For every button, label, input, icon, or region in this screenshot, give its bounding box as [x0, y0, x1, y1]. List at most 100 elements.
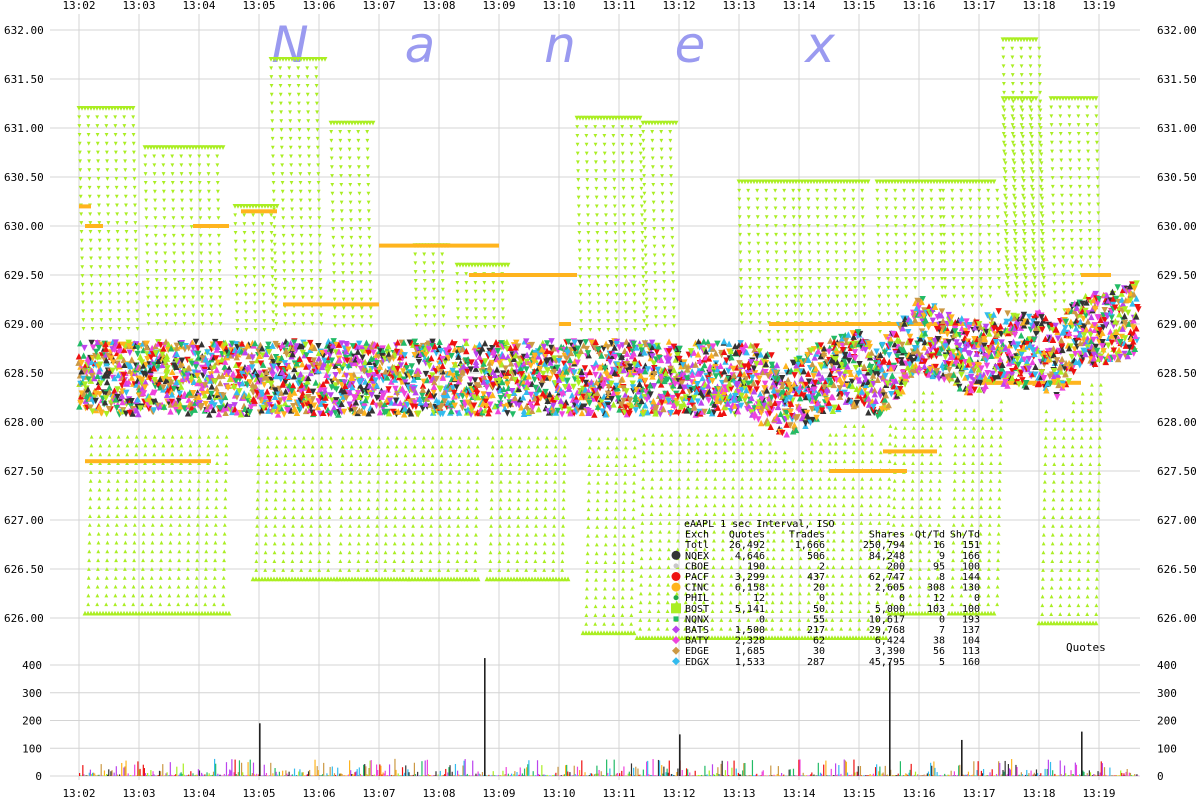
bost-ask-trace	[281, 216, 286, 221]
bost-ask-trace	[852, 232, 856, 237]
bost-ask-trace	[206, 180, 211, 185]
bost-bid-trace	[867, 582, 871, 587]
bost-ask-trace	[669, 165, 673, 170]
bost-ask-trace	[774, 232, 778, 237]
bost-bid-trace	[562, 471, 567, 475]
bost-ask-trace	[952, 285, 957, 290]
bost-bid-trace	[123, 549, 128, 554]
bost-ask-trace	[798, 268, 803, 272]
bost-bid-trace	[412, 444, 417, 449]
bost-ask-trace	[357, 165, 361, 170]
bost-bid-trace	[464, 568, 469, 572]
bost-ask-trace	[1002, 149, 1006, 154]
bost-ask-trace	[825, 241, 830, 246]
bost-ask-trace	[1003, 152, 1008, 157]
bost-bid-trace	[861, 432, 866, 437]
bost-bid-marker	[991, 610, 997, 616]
bost-bid-trace	[1077, 559, 1082, 564]
bost-ask-trace	[1078, 229, 1083, 233]
bost-ask-trace	[939, 250, 944, 255]
bost-ask-trace	[1003, 220, 1008, 224]
bost-bid-trace	[535, 479, 539, 484]
bost-bid-trace	[281, 541, 286, 546]
bost-bid-trace	[921, 399, 926, 404]
bost-ask-trace	[663, 324, 668, 328]
bost-ask-trace	[367, 262, 372, 267]
bost-ask-trace	[114, 185, 119, 190]
bost-ask-trace	[253, 327, 258, 332]
bost-ask-trace	[209, 295, 213, 300]
bost-ask-trace	[269, 83, 274, 88]
bost-bid-trace	[114, 540, 119, 545]
bost-ask-trace	[1069, 229, 1074, 233]
bost-ask-trace	[960, 250, 965, 255]
bost-ask-trace	[108, 318, 113, 322]
bost-ask-trace	[282, 286, 287, 291]
bost-ask-trace	[1002, 99, 1007, 104]
bost-ask-marker	[1078, 96, 1084, 101]
bost-ask-trace	[1052, 264, 1057, 269]
bost-ask-trace	[639, 178, 644, 182]
bost-bid-trace	[534, 515, 539, 519]
bost-bid-trace	[986, 575, 991, 580]
bost-ask-trace	[1038, 126, 1043, 130]
bost-ask-trace	[951, 241, 956, 246]
bost-ask-trace	[746, 197, 751, 202]
bost-ask-trace	[252, 266, 257, 271]
bost-ask-trace	[243, 257, 247, 262]
bost-bid-trace	[842, 450, 847, 455]
bost-ask-trace	[800, 338, 805, 343]
bost-bid-trace	[1041, 541, 1046, 546]
bost-ask-trace	[660, 200, 665, 205]
bost-ask-trace	[278, 66, 283, 71]
bost-bid-trace	[997, 478, 1002, 483]
bost-ask-trace	[135, 300, 139, 305]
bost-ask-trace	[950, 215, 955, 220]
bost-ask-trace	[1020, 90, 1024, 95]
bost-ask-trace	[270, 248, 274, 253]
bost-bid-trace	[737, 618, 742, 622]
bost-bid-trace	[971, 425, 976, 430]
bost-bid-trace	[292, 453, 297, 458]
bost-ask-trace	[1040, 264, 1045, 269]
bost-ask-trace	[1040, 214, 1045, 219]
bost-bid-trace	[584, 613, 589, 617]
bost-bid-trace	[132, 567, 136, 571]
bost-bid-trace	[919, 478, 924, 483]
bost-ask-trace	[104, 115, 109, 120]
bost-bid-trace	[105, 540, 110, 545]
bost-bid-trace	[383, 541, 388, 546]
bost-bid-trace	[457, 453, 462, 458]
bost-ask-trace	[270, 257, 274, 262]
bost-ask-trace	[852, 224, 856, 228]
bost-ask-trace	[432, 296, 436, 301]
bost-bid-trace	[585, 560, 590, 565]
bost-bid-trace	[96, 540, 101, 545]
bost-ask-trace	[903, 259, 908, 264]
bost-ask-trace	[180, 189, 184, 194]
bost-ask-trace	[1004, 214, 1009, 219]
bost-ask-trace	[206, 172, 211, 176]
bost-ask-trace	[773, 197, 778, 202]
bost-ask-trace	[287, 75, 292, 79]
bost-bid-trace	[888, 432, 893, 437]
bost-bid-trace	[831, 582, 835, 587]
bost-bid-trace	[420, 506, 425, 511]
bost-ask-trace	[596, 266, 600, 271]
bost-ask-trace	[1002, 108, 1007, 113]
bost-bid-marker	[211, 610, 217, 616]
bost-bid-trace	[840, 591, 844, 596]
bost-ask-trace	[1031, 255, 1036, 260]
bost-bid-trace	[106, 514, 110, 518]
bost-ask-trace	[1022, 187, 1026, 192]
bost-ask-trace	[884, 188, 889, 193]
bost-ask-trace	[333, 324, 338, 328]
bost-bid-trace	[586, 533, 590, 538]
bost-ask-trace	[464, 272, 469, 276]
bost-bid-trace	[169, 487, 174, 492]
bost-ask-trace	[594, 160, 598, 165]
bost-bid-trace	[358, 479, 362, 484]
bost-bid-trace	[740, 459, 745, 464]
bost-bid-trace	[970, 505, 975, 510]
bost-bid-trace	[376, 471, 381, 475]
